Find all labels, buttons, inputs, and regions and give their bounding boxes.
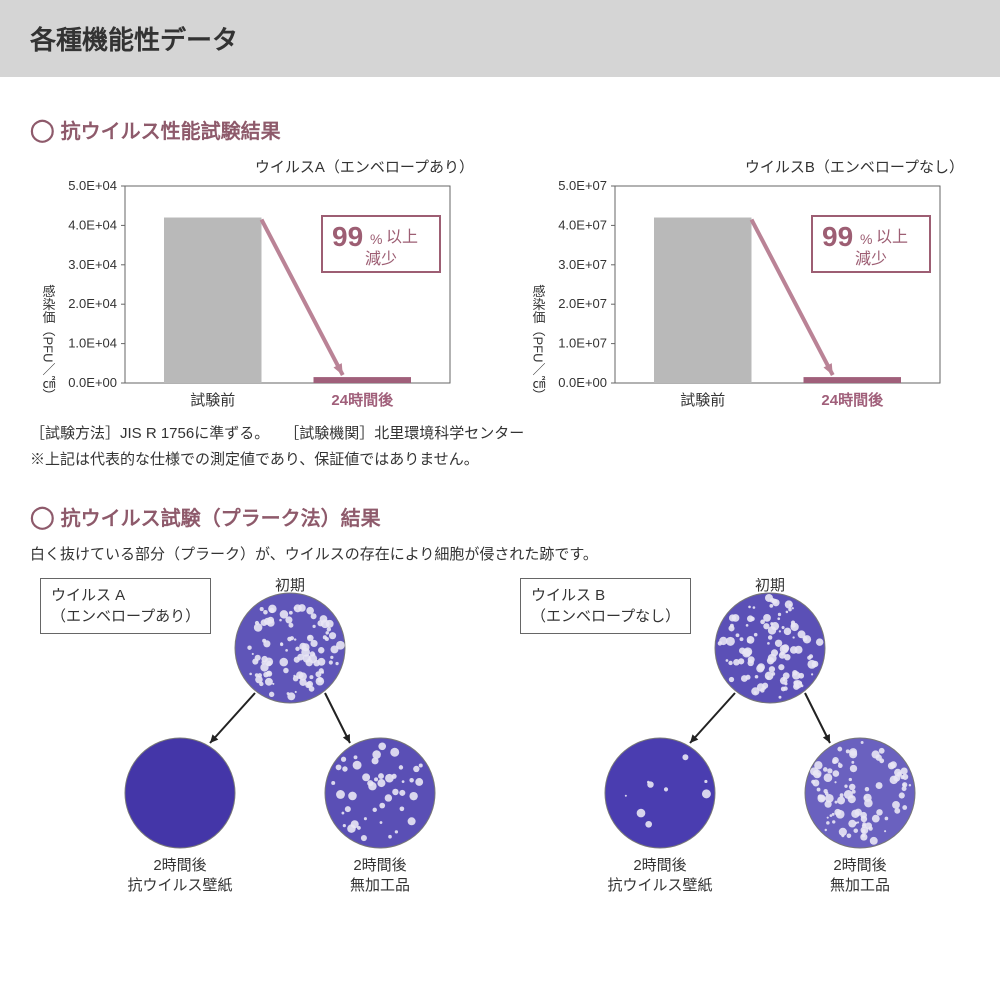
section1-title-text: 抗ウイルス性能試験結果: [61, 115, 281, 144]
section2-title: ◯ 抗ウイルス試験（プラーク法）結果: [30, 502, 970, 531]
bullet-icon: ◯: [30, 117, 55, 143]
chart-b: ウイルスB（エンベロープなし） 0.0E+00 1.0E+07 2.0E+07 3.0…: [520, 156, 970, 411]
svg-text:3.0E+07: 3.0E+07: [558, 257, 607, 272]
plaque-a-label-l2: （エンベロープあり）: [51, 608, 200, 625]
svg-text:2.0E+07: 2.0E+07: [558, 296, 607, 311]
chart-b-svg: 0.0E+00 1.0E+07 2.0E+07 3.0E+07 4.0E+07 5.0E+…: [520, 181, 960, 411]
svg-text:初期: 初期: [755, 578, 785, 594]
content: ◯ 抗ウイルス性能試験結果 ウイルスA（エンベロープあり） 0.0E+00 1.0…: [0, 77, 1000, 918]
plaque-a-label-l1: ウイルス A: [51, 587, 125, 604]
section1-notes: ［試験方法］JIS R 1756に準ずる。 ［試験機関］北里環境科学センター ※…: [30, 421, 970, 472]
svg-text:無加工品: 無加工品: [350, 877, 410, 894]
svg-text:24時間後: 24時間後: [331, 391, 394, 409]
chart-b-caption: ウイルスB（エンベロープなし）: [520, 156, 970, 177]
svg-text:2時間後: 2時間後: [633, 857, 686, 874]
plaque-b-label: ウイルス B （エンベロープなし）: [520, 578, 691, 634]
chart-a: ウイルスA（エンベロープあり） 0.0E+00 1.0E+04 2.0E+04 3.0…: [30, 156, 480, 411]
svg-text:減少: 減少: [365, 250, 397, 268]
plaque-row: ウイルス A （エンベロープあり） 初期2時間後抗ウイルス壁紙2時間後無加工品 …: [30, 578, 970, 898]
svg-text:5.0E+07: 5.0E+07: [558, 181, 607, 193]
svg-text:以上: 以上: [386, 228, 418, 246]
section1-title: ◯ 抗ウイルス性能試験結果: [30, 115, 970, 144]
plaque-col-a: ウイルス A （エンベロープあり） 初期 2時間後抗ウイルス壁紙 2時間後無加工品: [30, 578, 490, 898]
svg-text:4.0E+07: 4.0E+07: [558, 217, 607, 232]
svg-text:%: %: [370, 231, 382, 247]
svg-text:99: 99: [332, 221, 363, 252]
svg-text:試験前: 試験前: [680, 392, 725, 409]
svg-text:24時間後: 24時間後: [821, 391, 884, 409]
svg-text:2時間後: 2時間後: [353, 857, 406, 874]
svg-text:試験前: 試験前: [190, 392, 235, 409]
svg-text:99: 99: [822, 221, 853, 252]
section2-title-text: 抗ウイルス試験（プラーク法）結果: [61, 502, 381, 531]
note-line-1: ［試験方法］JIS R 1756に準ずる。 ［試験機関］北里環境科学センター: [30, 421, 970, 447]
page-title: 各種機能性データ: [30, 20, 970, 57]
bullet-icon: ◯: [30, 504, 55, 530]
svg-text:1.0E+04: 1.0E+04: [68, 336, 117, 351]
section2-desc: 白く抜けている部分（プラーク）が、ウイルスの存在により細胞が侵された跡です。: [30, 543, 970, 564]
svg-text:4.0E+04: 4.0E+04: [68, 217, 117, 232]
chart-a-svg: 0.0E+00 1.0E+04 2.0E+04 3.0E+04 4.0E+04 5.0E+…: [30, 181, 470, 411]
svg-text:0.0E+00: 0.0E+00: [558, 375, 607, 390]
svg-text:感染価（PFU／㎠）: 感染価（PFU／㎠）: [41, 284, 56, 402]
header-bar: 各種機能性データ: [0, 0, 1000, 77]
svg-text:2.0E+04: 2.0E+04: [68, 296, 117, 311]
svg-text:1.0E+07: 1.0E+07: [558, 336, 607, 351]
note-line-2: ※上記は代表的な仕様での測定値であり、保証値ではありません。: [30, 447, 970, 473]
plaque-b-label-l2: （エンベロープなし）: [531, 608, 680, 625]
svg-text:3.0E+04: 3.0E+04: [68, 257, 117, 272]
svg-text:0.0E+00: 0.0E+00: [68, 375, 117, 390]
svg-text:5.0E+04: 5.0E+04: [68, 181, 117, 193]
svg-text:2時間後: 2時間後: [833, 857, 886, 874]
svg-text:無加工品: 無加工品: [830, 877, 890, 894]
plaque-a-label: ウイルス A （エンベロープあり）: [40, 578, 211, 634]
plaque-col-b: ウイルス B （エンベロープなし） 初期 2時間後抗ウイルス壁紙 2時間後無加工品: [510, 578, 970, 898]
charts-row: ウイルスA（エンベロープあり） 0.0E+00 1.0E+04 2.0E+04 3.0…: [30, 156, 970, 411]
svg-text:2時間後: 2時間後: [153, 857, 206, 874]
svg-text:抗ウイルス壁紙: 抗ウイルス壁紙: [127, 877, 232, 894]
svg-text:減少: 減少: [855, 250, 887, 268]
svg-text:%: %: [860, 231, 872, 247]
svg-text:以上: 以上: [876, 228, 908, 246]
svg-text:初期: 初期: [275, 578, 305, 594]
plaque-b-label-l1: ウイルス B: [531, 587, 605, 604]
svg-text:抗ウイルス壁紙: 抗ウイルス壁紙: [607, 877, 712, 894]
svg-text:感染価（PFU／㎠）: 感染価（PFU／㎠）: [531, 284, 546, 402]
chart-a-caption: ウイルスA（エンベロープあり）: [30, 156, 480, 177]
